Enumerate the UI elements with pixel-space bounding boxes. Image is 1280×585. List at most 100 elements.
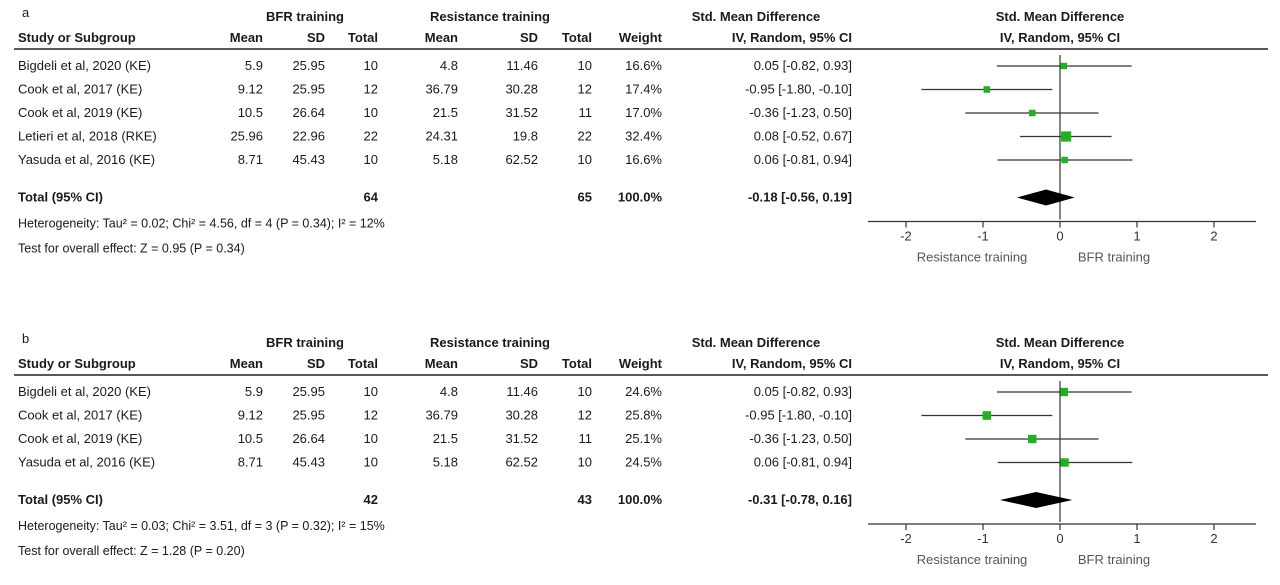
col-header-total-bfr: Total <box>348 356 378 371</box>
study-name: Yasuda et al, 2016 (KE) <box>18 455 155 470</box>
col-header-effect-ci: IV, Random, 95% CI <box>732 30 852 45</box>
study-total-bfr: 10 <box>364 384 378 399</box>
x-tick-label: 0 <box>1056 229 1063 244</box>
study-name: Cook et al, 2019 (KE) <box>18 431 142 446</box>
study-sd-bfr: 26.64 <box>292 105 325 120</box>
study-mean-bfr: 9.12 <box>238 82 263 97</box>
col-header-sd-bfr: SD <box>307 356 325 371</box>
study-sd-resistance: 11.46 <box>506 58 538 73</box>
study-effect-ci: 0.08 [-0.52, 0.67] <box>754 129 852 144</box>
group-header-plot: Std. Mean Difference <box>996 9 1125 24</box>
study-sd-resistance: 30.28 <box>505 82 538 97</box>
col-header-mean-bfr: Mean <box>230 30 263 45</box>
x-tick-label: -2 <box>900 531 912 546</box>
col-header-plot-ci: IV, Random, 95% CI <box>1000 356 1120 371</box>
study-mean-resistance: 21.5 <box>433 431 458 446</box>
study-total-resistance: 11 <box>579 431 593 446</box>
study-name: Cook et al, 2017 (KE) <box>18 82 142 97</box>
study-total-bfr: 22 <box>364 129 378 144</box>
group-header-plot: Std. Mean Difference <box>996 335 1125 350</box>
col-header-sd-resistance: SD <box>520 356 538 371</box>
study-mean-resistance: 24.31 <box>425 129 458 144</box>
x-tick-label: -2 <box>900 229 912 244</box>
total-weight: 100.0% <box>618 492 663 507</box>
study-total-resistance: 12 <box>578 82 592 97</box>
study-effect-ci: -0.95 [-1.80, -0.10] <box>745 408 852 423</box>
x-tick-label: 2 <box>1210 229 1217 244</box>
study-sd-bfr: 22.96 <box>292 129 325 144</box>
study-sd-bfr: 45.43 <box>292 152 325 167</box>
study-mean-resistance: 4.8 <box>440 384 458 399</box>
study-total-bfr: 10 <box>364 58 378 73</box>
study-mean-bfr: 25.96 <box>230 129 263 144</box>
study-total-resistance: 10 <box>578 58 592 73</box>
forest-panel-a: a BFR training Resistance training Std. Mea… <box>14 5 1268 265</box>
study-effect-ci: -0.95 [-1.80, -0.10] <box>745 82 852 97</box>
col-header-total-bfr: Total <box>348 30 378 45</box>
forest-panel-b: b BFR training Resistance training Std. Mea… <box>14 331 1268 567</box>
study-mean-resistance: 5.18 <box>433 152 458 167</box>
favours-left-label: Resistance training <box>917 552 1028 567</box>
total-label: Total (95% CI) <box>18 492 103 507</box>
study-sd-bfr: 26.64 <box>292 431 325 446</box>
study-sd-resistance: 19.8 <box>513 129 538 144</box>
study-total-resistance: 22 <box>578 129 592 144</box>
study-effect-ci: -0.36 [-1.23, 0.50] <box>749 431 852 446</box>
col-header-plot-ci: IV, Random, 95% CI <box>1000 30 1120 45</box>
group-header-resistance: Resistance training <box>430 335 550 350</box>
x-tick-label: -1 <box>977 229 989 244</box>
x-tick-label: 1 <box>1133 229 1140 244</box>
study-sd-resistance: 31.52 <box>505 105 538 120</box>
col-header-weight: Weight <box>619 356 663 371</box>
study-total-resistance: 10 <box>578 455 592 470</box>
study-mean-resistance: 21.5 <box>433 105 458 120</box>
panel-label: a <box>22 5 30 20</box>
study-name: Cook et al, 2017 (KE) <box>18 408 142 423</box>
study-total-bfr: 12 <box>364 408 378 423</box>
col-header-total-resistance: Total <box>562 30 592 45</box>
study-weight: 24.5% <box>625 455 662 470</box>
study-point-estimate <box>1061 131 1072 142</box>
total-n-bfr: 64 <box>364 190 379 205</box>
study-mean-bfr: 9.12 <box>238 408 263 423</box>
study-total-resistance: 12 <box>578 408 592 423</box>
study-sd-resistance: 30.28 <box>505 408 538 423</box>
study-sd-resistance: 62.52 <box>505 152 538 167</box>
panel-label: b <box>22 331 29 346</box>
favours-right-label: BFR training <box>1078 250 1150 265</box>
study-effect-ci: 0.06 [-0.81, 0.94] <box>754 455 852 470</box>
study-sd-resistance: 62.52 <box>505 455 538 470</box>
total-n-resistance: 43 <box>578 492 592 507</box>
study-name: Bigdeli et al, 2020 (KE) <box>18 58 151 73</box>
study-effect-ci: 0.05 [-0.82, 0.93] <box>754 384 852 399</box>
col-header-effect-ci: IV, Random, 95% CI <box>732 356 852 371</box>
study-sd-bfr: 45.43 <box>292 455 325 470</box>
study-sd-bfr: 25.95 <box>292 58 325 73</box>
overall-effect-text: Test for overall effect: Z = 0.95 (P = 0… <box>18 242 245 256</box>
col-header-mean-resistance: Mean <box>425 30 458 45</box>
study-effect-ci: 0.05 [-0.82, 0.93] <box>754 58 852 73</box>
total-n-bfr: 42 <box>364 492 378 507</box>
col-header-study: Study or Subgroup <box>18 356 136 371</box>
group-header-bfr: BFR training <box>266 9 344 24</box>
study-point-estimate <box>983 86 991 93</box>
heterogeneity-text: Heterogeneity: Tau² = 0.02; Chi² = 4.56,… <box>18 217 385 231</box>
study-mean-bfr: 8.71 <box>238 455 263 470</box>
study-weight: 24.6% <box>625 384 662 399</box>
study-sd-bfr: 25.95 <box>292 408 325 423</box>
study-sd-resistance: 11.46 <box>506 384 538 399</box>
study-mean-bfr: 8.71 <box>238 152 263 167</box>
study-total-resistance: 11 <box>579 105 593 120</box>
col-header-weight: Weight <box>619 30 663 45</box>
study-mean-resistance: 4.8 <box>440 58 458 73</box>
study-mean-bfr: 5.9 <box>245 384 263 399</box>
total-effect-ci: -0.18 [-0.56, 0.19] <box>748 190 852 205</box>
col-header-sd-resistance: SD <box>520 30 538 45</box>
group-header-resistance: Resistance training <box>430 9 550 24</box>
favours-right-label: BFR training <box>1078 552 1150 567</box>
study-mean-resistance: 5.18 <box>433 455 458 470</box>
study-weight: 16.6% <box>625 58 662 73</box>
study-point-estimate <box>1060 62 1068 70</box>
study-effect-ci: -0.36 [-1.23, 0.50] <box>749 105 852 120</box>
